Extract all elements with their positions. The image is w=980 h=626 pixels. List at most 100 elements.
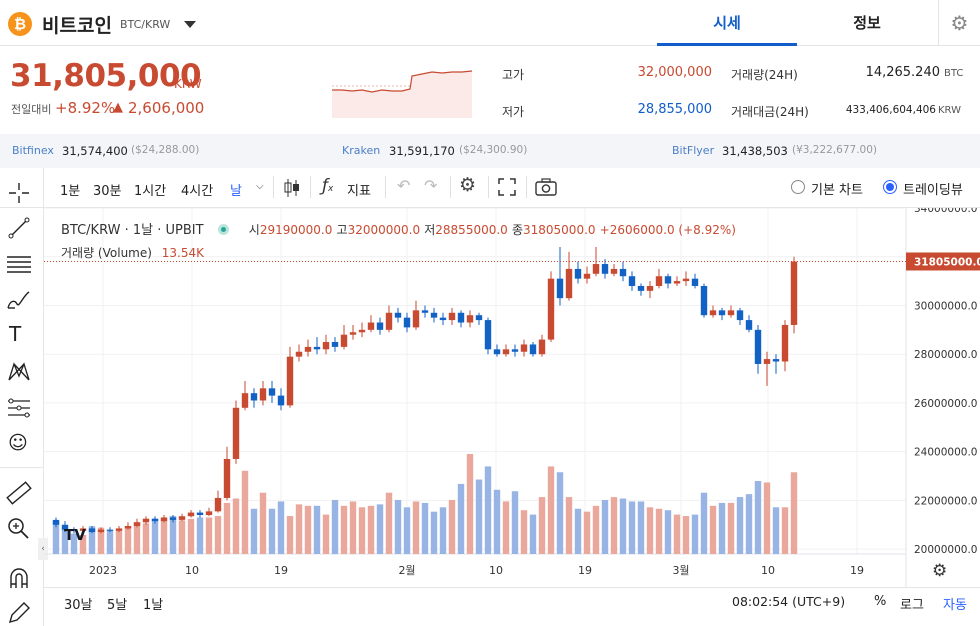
price-tick-label: 34000000.0 [914, 208, 977, 215]
stat-amount-unit: KRW [938, 105, 961, 116]
exchange-bitflyer-link[interactable]: BitFlyer [672, 144, 715, 157]
candle-body [214, 497, 222, 512]
exchange-kraken-usd: ($24,300.90) [459, 144, 528, 156]
exchange-bitfinex-usd: ($24,288.00) [131, 144, 200, 156]
candle-body [727, 310, 735, 316]
volume-bar [556, 472, 564, 554]
volume-bar [97, 527, 105, 554]
interval-1m[interactable]: 1분 [60, 184, 81, 199]
volume-bar [385, 492, 393, 554]
candle-body [241, 393, 249, 408]
indicators-button[interactable]: 지표 [347, 184, 371, 199]
stat-low-label: 저가 [502, 105, 525, 119]
candlestick-type-icon[interactable] [282, 177, 302, 199]
interval-30m[interactable]: 30분 [93, 184, 122, 199]
toolbar-divider [273, 176, 274, 198]
interval-4h[interactable]: 4시간 [181, 184, 214, 199]
volume-bar [187, 518, 195, 554]
toolbar-divider [526, 176, 527, 198]
candle-body [313, 346, 321, 350]
volume-bar [628, 501, 636, 554]
candle-body [376, 322, 384, 330]
stat-volume-label: 거래량(24H) [731, 68, 798, 82]
pencil-lock-icon[interactable] [6, 600, 32, 626]
chevron-down-icon[interactable] [184, 21, 196, 28]
basic-chart-label[interactable]: 기본 차트 [811, 183, 863, 198]
text-tool-icon[interactable]: T [9, 322, 22, 346]
candle-body [646, 285, 654, 291]
interval-1h[interactable]: 1시간 [134, 184, 167, 199]
tradingview-radio[interactable] [883, 180, 897, 194]
volume-value: 13.54K [161, 246, 204, 260]
legend-change: +2606000.0 (+8.92%) [599, 223, 736, 237]
auto-scale-toggle[interactable]: 자동 [943, 598, 967, 613]
coin-pair: BTC/KRW [120, 18, 171, 31]
trend-line-icon[interactable] [7, 216, 31, 240]
gear-icon[interactable]: ⚙ [938, 0, 980, 46]
volume-bar [403, 507, 411, 554]
volume-bar [124, 526, 132, 554]
volume-bar [340, 505, 348, 554]
exchange-bitfinex-link[interactable]: Bitfinex [12, 144, 54, 157]
fib-tool-icon[interactable] [5, 396, 33, 420]
candle-body [736, 310, 744, 321]
chart-settings-gear-icon[interactable]: ⚙ [459, 174, 477, 196]
time-tick-label: 19 [274, 564, 288, 577]
volume-bar [565, 497, 573, 554]
stat-amount-value: 433,406,604,406 [845, 104, 936, 116]
magnet-icon[interactable] [6, 566, 32, 592]
tab-info[interactable]: 정보 [853, 14, 881, 32]
candle-body [430, 312, 438, 318]
volume-bar [88, 526, 96, 554]
volume-bar [160, 520, 168, 554]
candle-body [610, 268, 618, 274]
bottom-divider [44, 587, 980, 588]
tab-price[interactable]: 시세 [657, 0, 797, 46]
volume-bar [430, 511, 438, 554]
pattern-tool-icon[interactable] [5, 360, 33, 384]
indicator-fx-icon[interactable]: ƒx [322, 176, 334, 196]
volume-bar [133, 521, 141, 554]
log-scale-toggle[interactable]: 로그 [900, 598, 924, 613]
volume-bar [655, 508, 663, 554]
volume-bar [466, 454, 474, 554]
volume-bar [457, 483, 465, 554]
volume-bar [232, 498, 240, 554]
candle-body [223, 458, 231, 498]
exchange-bitfinex-price: 31,574,400 [62, 144, 128, 158]
percent-scale-toggle[interactable]: % [874, 594, 887, 609]
volume-bar [637, 501, 645, 554]
candle-body [556, 278, 564, 299]
basic-chart-radio[interactable] [791, 180, 805, 194]
sidebar-collapse-icon[interactable]: ‹ [38, 538, 48, 560]
interval-1d[interactable]: 날 [230, 184, 242, 199]
axis-settings-gear-icon[interactable]: ⚙ [932, 561, 947, 581]
crosshair-icon[interactable] [7, 181, 31, 205]
exchange-kraken-link[interactable]: Kraken [342, 144, 381, 157]
price-unit: KRW [174, 77, 202, 91]
interval-chevron-down-icon[interactable]: ⌵ [256, 181, 264, 192]
zoom-in-icon[interactable] [6, 516, 32, 542]
redo-icon[interactable]: ↷ [424, 176, 438, 195]
fullscreen-icon[interactable] [498, 178, 516, 196]
candle-body [52, 519, 60, 525]
range-5d[interactable]: 5날 [107, 598, 128, 613]
range-30d[interactable]: 30날 [64, 598, 93, 613]
brush-icon[interactable] [5, 288, 33, 312]
ruler-icon[interactable] [5, 480, 33, 506]
range-1d[interactable]: 1날 [143, 598, 164, 613]
candle-body [682, 278, 690, 282]
parallel-channel-icon[interactable] [5, 252, 33, 276]
undo-icon[interactable]: ↶ [397, 176, 411, 195]
volume-bar [601, 499, 609, 554]
price-tick-label: 30000000.0 [914, 300, 977, 312]
candlestick-chart[interactable]: 34000000.0 32000000.0 30000000.0 28000000.0… [44, 208, 980, 626]
volume-bar [259, 492, 267, 554]
camera-icon[interactable] [535, 178, 557, 196]
volume-bar [682, 516, 690, 554]
timezone-clock[interactable]: 08:02:54 (UTC+9) [732, 594, 846, 609]
tradingview-label[interactable]: 트레이딩뷰 [903, 183, 963, 198]
candle-body [385, 312, 393, 330]
volume-bar [484, 466, 492, 554]
emoji-icon[interactable]: ☺ [8, 432, 28, 454]
